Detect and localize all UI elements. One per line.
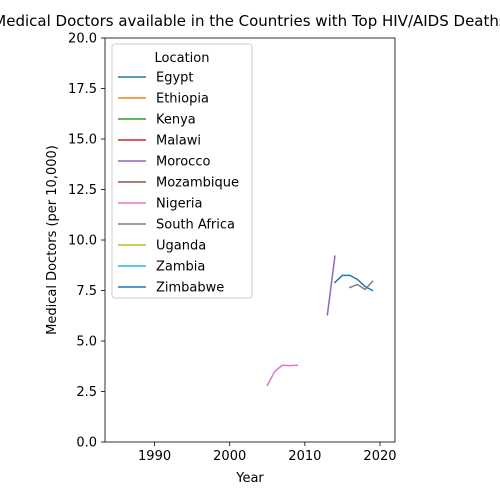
y-tick-label: 0.0 [76, 436, 97, 451]
legend-entry: Mozambique [156, 176, 239, 191]
legend-entry: Zambia [156, 260, 205, 275]
y-tick-label: 17.5 [68, 82, 97, 97]
legend-entry: Kenya [156, 113, 196, 128]
y-tick-label: 20.0 [68, 32, 97, 47]
series-line-morocco [326, 255, 336, 316]
legend-entry: Ethiopia [156, 92, 209, 107]
series-line-nigeria [266, 364, 299, 387]
legend-entry: Malawi [156, 134, 201, 149]
y-tick-label: 15.0 [68, 133, 97, 148]
y-axis-label: Medical Doctors (per 10,000) [45, 145, 60, 335]
legend-entry: Egypt [156, 71, 194, 86]
legend-box [111, 43, 253, 299]
x-tick-label: 2020 [363, 449, 396, 464]
plot-area: 1990 2000 2010 2020 0.0 2.5 5.0 7.5 10.0 12.5 15.0… [68, 32, 396, 465]
legend-title: Location [155, 51, 210, 66]
y-tick-label: 2.5 [76, 385, 97, 400]
chart-title: Medical Doctors available in the Countri… [0, 12, 500, 30]
x-tick-label: 2010 [288, 449, 321, 464]
legend: Location Egypt Ethiopia Kenya Malawi Morocco M… [111, 43, 253, 299]
y-tick-label: 10.0 [68, 234, 97, 249]
legend-entry: Nigeria [156, 197, 203, 212]
y-tick-label: 5.0 [76, 335, 97, 350]
x-axis-label: Year [235, 471, 264, 486]
legend-entry: Morocco [156, 155, 210, 170]
y-tick-label: 7.5 [76, 284, 97, 299]
legend-entry: Zimbabwe [156, 281, 224, 296]
legend-entry: Uganda [156, 239, 206, 254]
x-tick-label: 2000 [213, 449, 246, 464]
x-tick-label: 1990 [138, 449, 171, 464]
series-line-south-africa [348, 280, 374, 291]
legend-entry: South Africa [156, 218, 235, 233]
y-tick-label: 12.5 [68, 183, 97, 198]
